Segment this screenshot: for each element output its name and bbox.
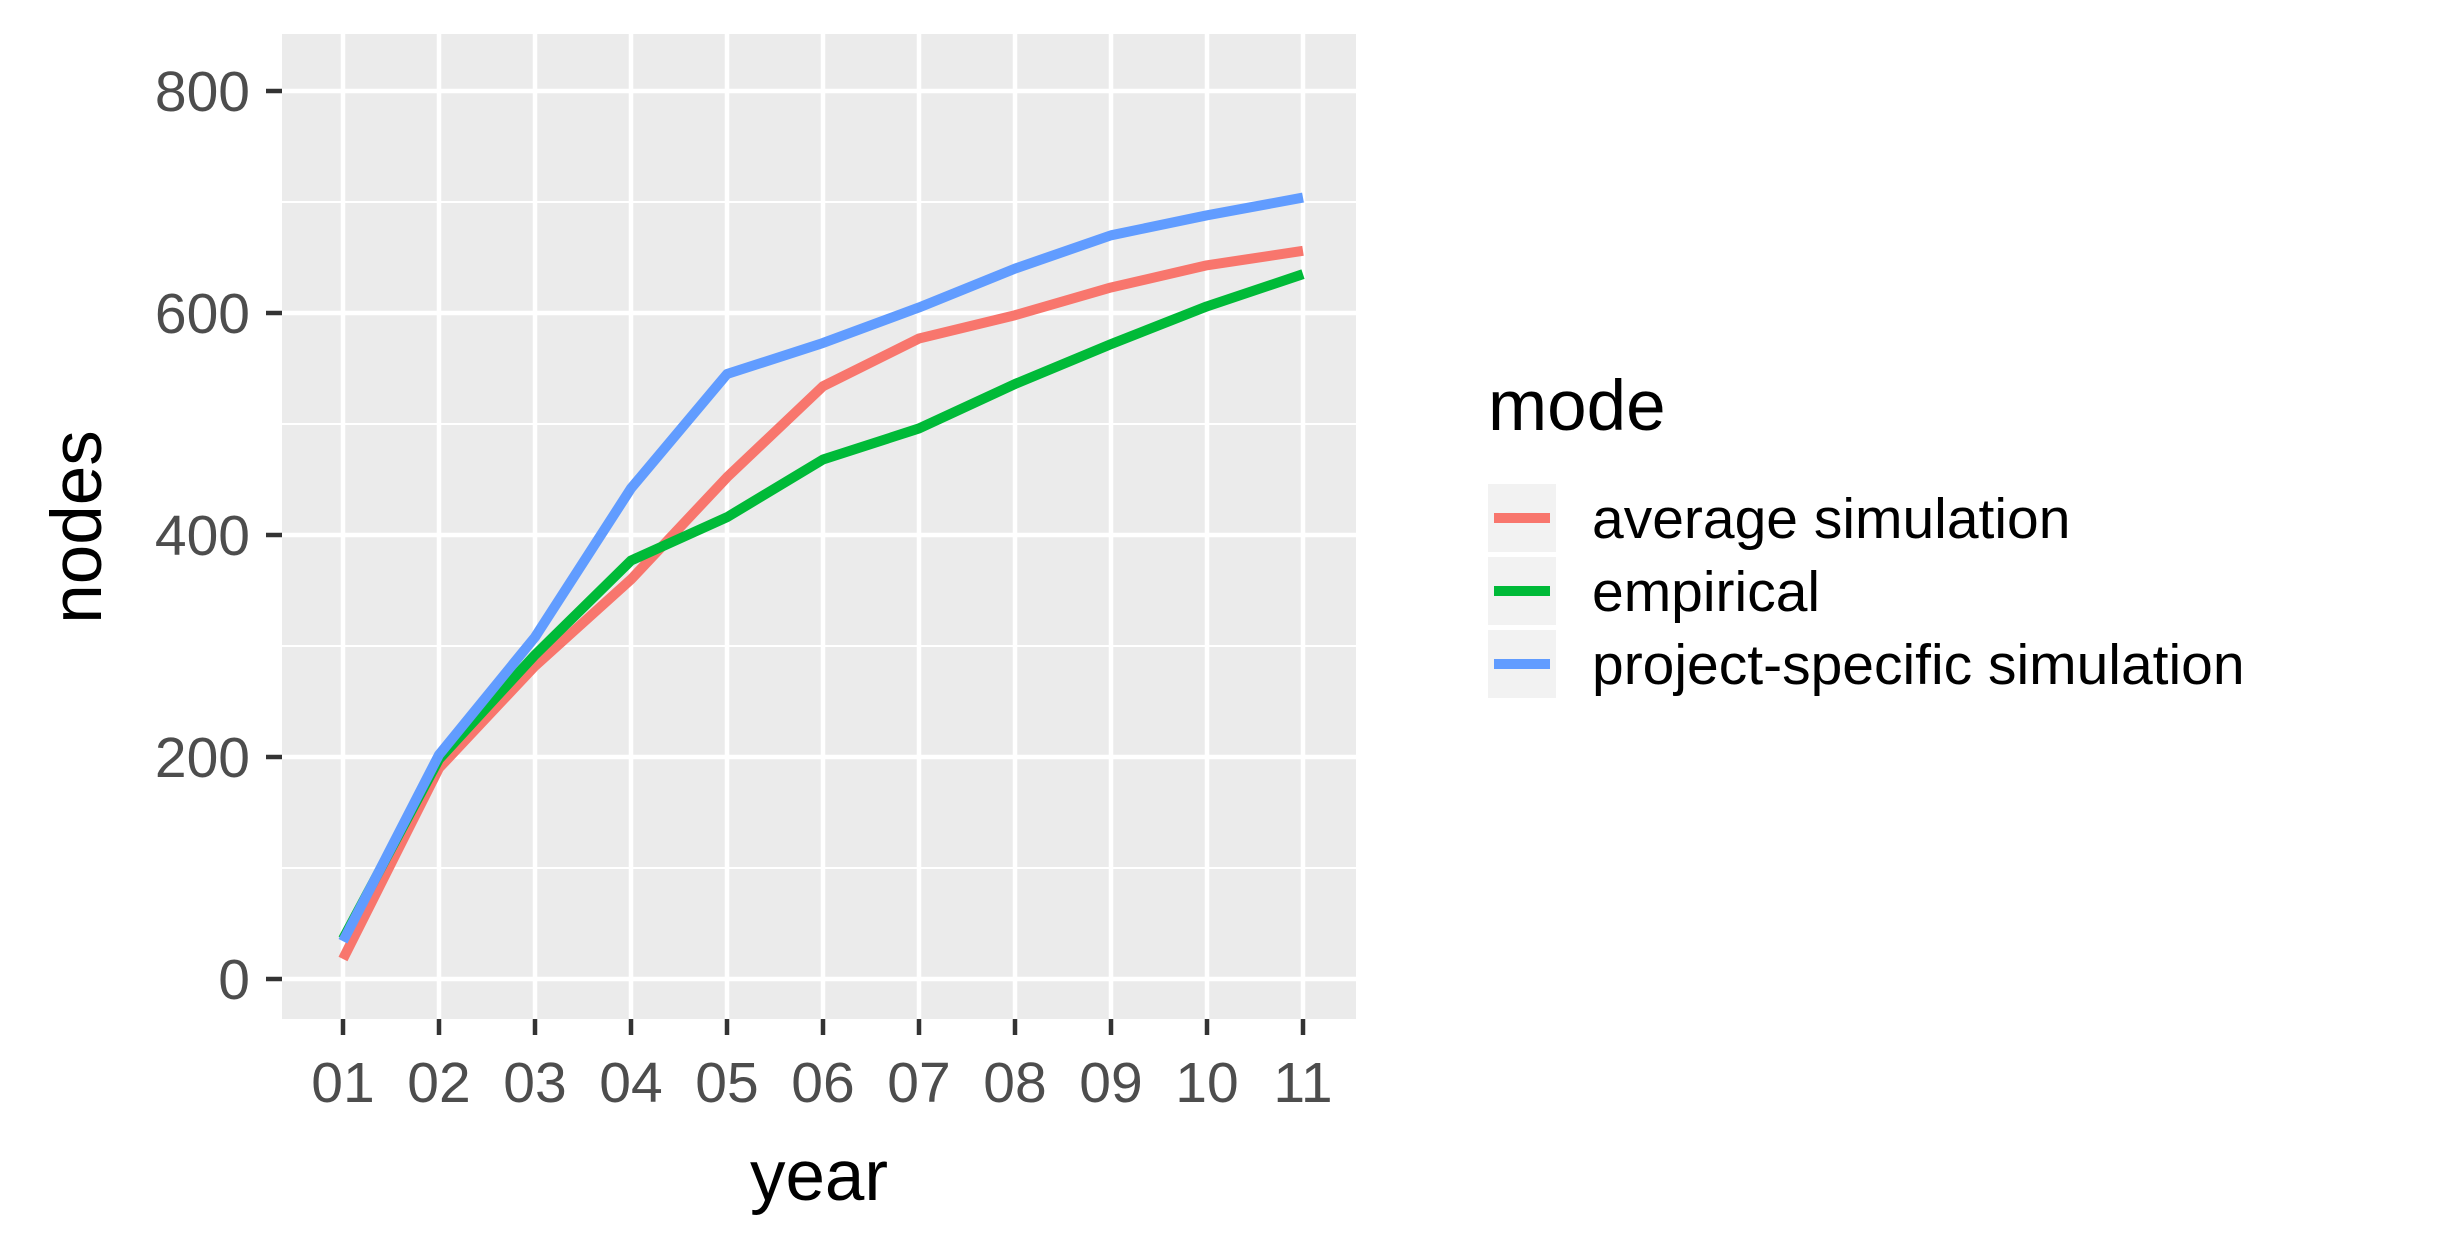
y-tick-label: 400 bbox=[155, 504, 250, 568]
x-tick-label: 03 bbox=[503, 1051, 566, 1115]
x-tick-label: 11 bbox=[1273, 1051, 1332, 1115]
minor-gridlines bbox=[282, 201, 1356, 869]
x-axis-title: year bbox=[750, 1137, 888, 1216]
x-tick-label: 07 bbox=[887, 1051, 950, 1115]
series-lines bbox=[338, 192, 1305, 962]
y-axis-title: nodes bbox=[38, 430, 117, 623]
y-tick-label: 0 bbox=[218, 948, 250, 1012]
legend-items: average simulation empirical project-speci… bbox=[1488, 484, 2245, 698]
legend: mode average simulation empirical project-… bbox=[1488, 367, 2245, 698]
plot-panel bbox=[282, 34, 1356, 1019]
x-tick-label: 09 bbox=[1079, 1051, 1142, 1115]
x-tick-label: 01 bbox=[311, 1051, 374, 1115]
legend-title: mode bbox=[1488, 367, 1666, 446]
major-gridlines bbox=[282, 34, 1356, 1019]
x-tick-label: 04 bbox=[599, 1051, 662, 1115]
legend-label: empirical bbox=[1592, 560, 1820, 624]
y-tick-label: 600 bbox=[155, 282, 250, 346]
y-axis: 0 200 400 600 800 bbox=[155, 60, 282, 1012]
x-tick-label: 06 bbox=[791, 1051, 854, 1115]
y-tick-label: 200 bbox=[155, 726, 250, 790]
x-tick-label: 02 bbox=[407, 1051, 470, 1115]
series-line-empirical bbox=[338, 269, 1305, 942]
legend-label: average simulation bbox=[1592, 487, 2070, 551]
x-tick-label: 08 bbox=[983, 1051, 1046, 1115]
x-tick-label: 10 bbox=[1175, 1051, 1238, 1115]
series-line-average-simulation bbox=[338, 245, 1304, 962]
x-tick-label: 05 bbox=[695, 1051, 758, 1115]
legend-label: project-specific simulation bbox=[1592, 633, 2245, 697]
series-line-project-specific-simulation bbox=[338, 192, 1304, 944]
y-tick-label: 800 bbox=[155, 60, 250, 124]
x-axis: 01 02 03 04 05 06 07 08 09 10 11 bbox=[311, 1019, 1333, 1115]
